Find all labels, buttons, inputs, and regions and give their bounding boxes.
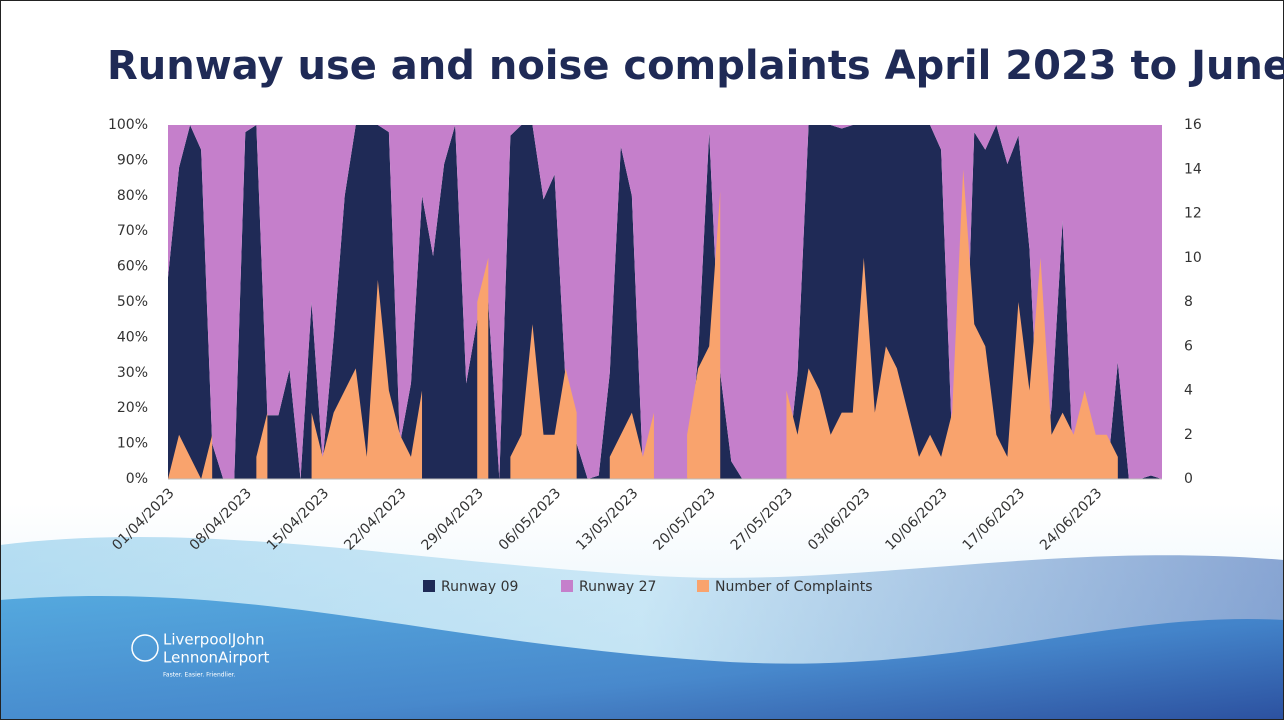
area bbox=[168, 169, 1118, 479]
y2-tick-label: 10 bbox=[1184, 250, 1202, 266]
chart-title: Runway use and noise complaints April 20… bbox=[107, 43, 1284, 89]
y-tick-label: 30% bbox=[117, 365, 148, 381]
logo: LiverpoolJohn LennonAirport Faster. Easi… bbox=[131, 631, 269, 679]
y2-tick-label: 16 bbox=[1184, 117, 1202, 133]
legend-swatch bbox=[561, 580, 573, 592]
logo-text: LiverpoolJohn bbox=[163, 631, 264, 649]
area bbox=[168, 125, 1162, 479]
y-tick-label: 90% bbox=[117, 152, 148, 168]
y2-tick-label: 6 bbox=[1184, 338, 1193, 354]
wave bbox=[0, 595, 1284, 720]
y2-tick-label: 2 bbox=[1184, 427, 1193, 443]
y-tick-label: 20% bbox=[117, 400, 148, 416]
y-tick-label: 10% bbox=[117, 436, 148, 452]
y2-tick-label: 8 bbox=[1184, 294, 1193, 310]
y-tick-label: 80% bbox=[117, 188, 148, 204]
y2-tick-label: 0 bbox=[1184, 471, 1193, 487]
area bbox=[168, 125, 1162, 479]
legend-label: Runway 09 bbox=[441, 579, 518, 595]
logo-tagline: Faster. Easier. Friendlier. bbox=[163, 672, 236, 679]
y-tick-label: 60% bbox=[117, 259, 148, 275]
y-tick-label: 70% bbox=[117, 223, 148, 239]
legend-label: Runway 27 bbox=[579, 579, 656, 595]
y-tick-label: 50% bbox=[117, 294, 148, 310]
y2-tick-label: 14 bbox=[1184, 161, 1202, 177]
y2-tick-label: 4 bbox=[1184, 383, 1193, 399]
legend-swatch bbox=[423, 580, 435, 592]
legend-swatch bbox=[697, 580, 709, 592]
legend-label: Number of Complaints bbox=[715, 579, 873, 595]
y-tick-label: 40% bbox=[117, 329, 148, 345]
logo-text: LennonAirport bbox=[163, 649, 269, 667]
y-tick-label: 0% bbox=[126, 471, 148, 487]
logo-mark bbox=[131, 634, 159, 662]
y2-tick-label: 12 bbox=[1184, 206, 1202, 222]
y-tick-label: 100% bbox=[108, 117, 148, 133]
